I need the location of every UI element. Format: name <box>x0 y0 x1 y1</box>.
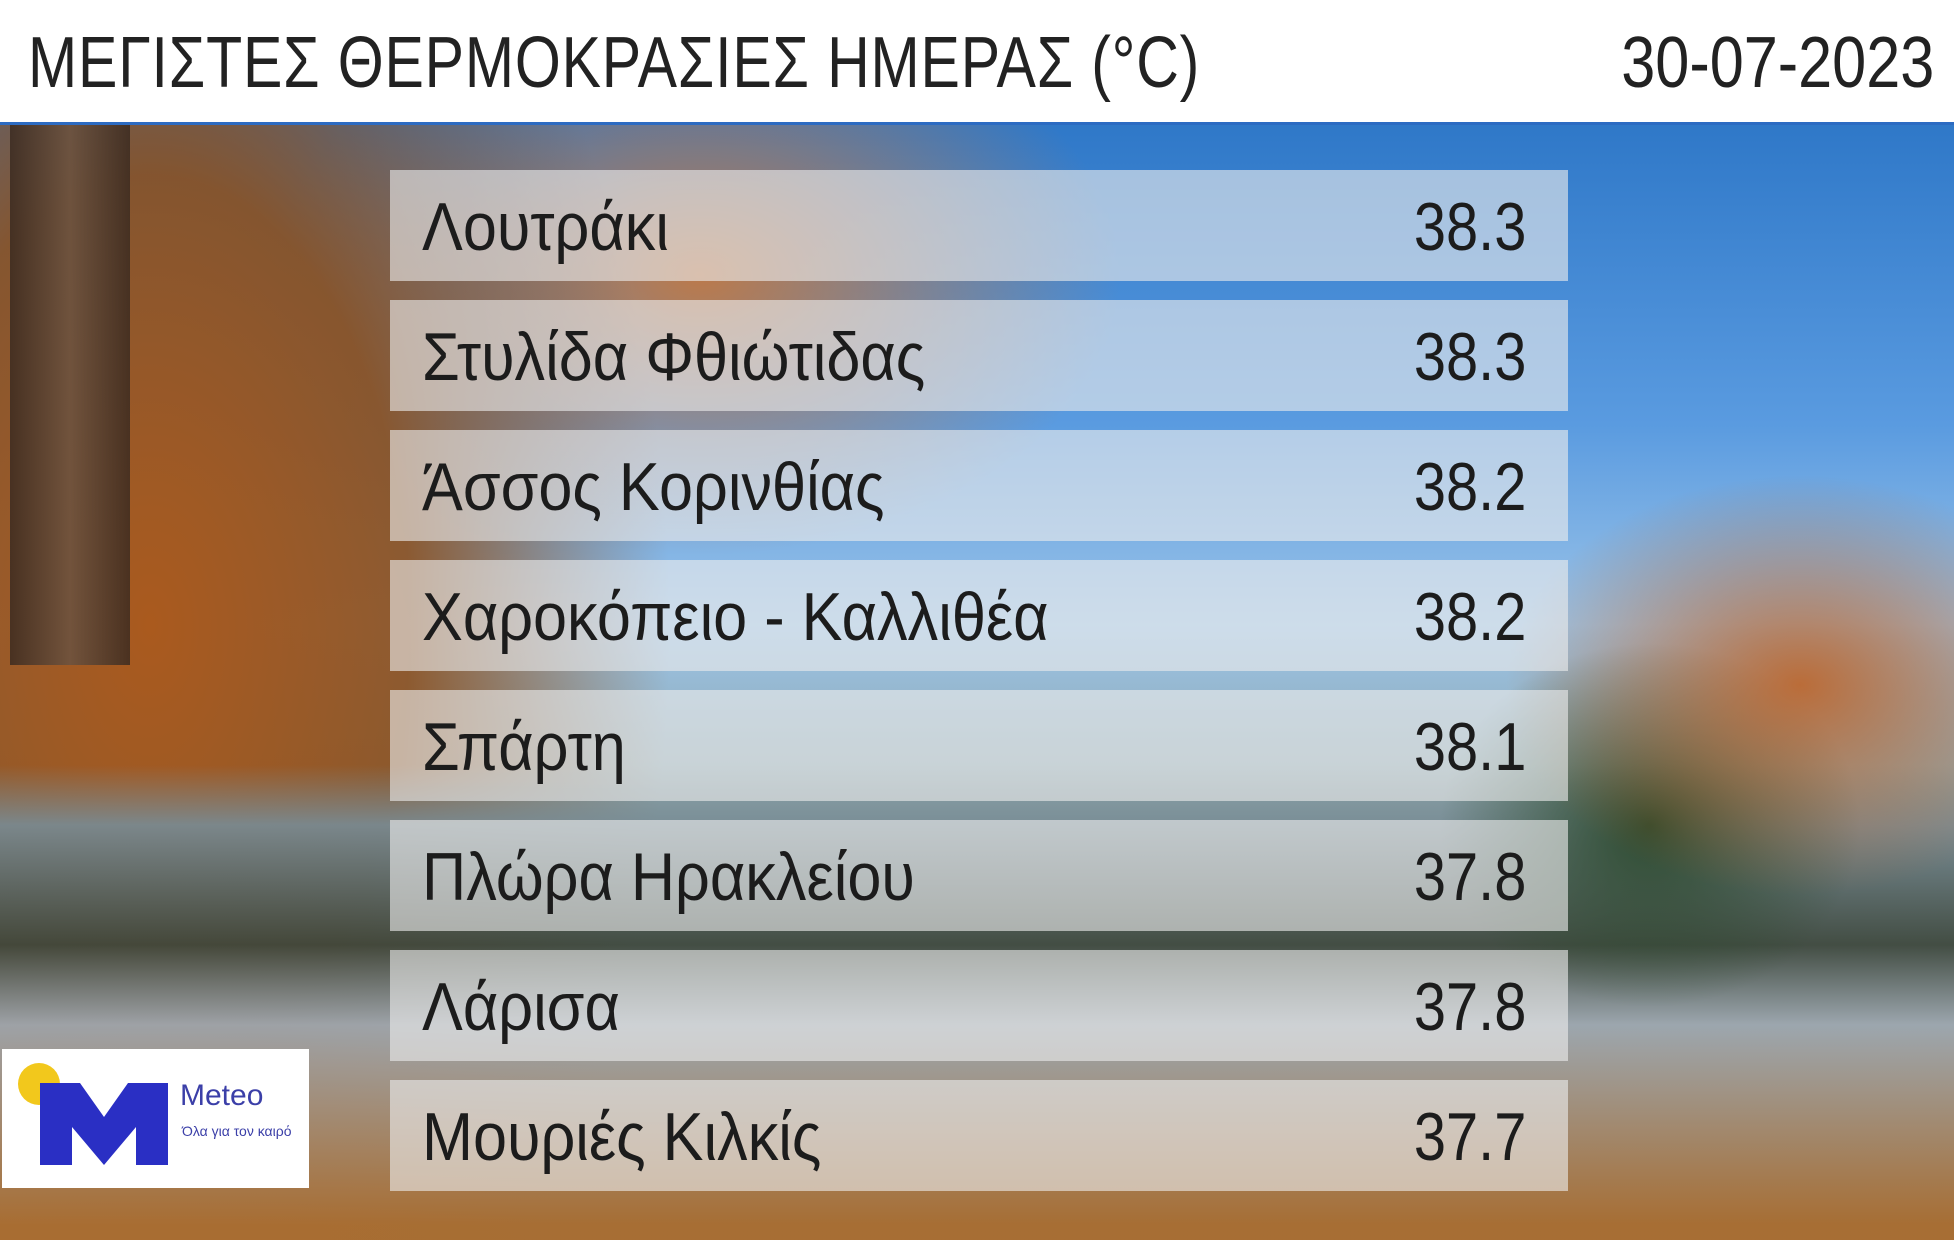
station-name: Σπάρτη <box>422 709 626 785</box>
station-name: Λουτράκι <box>422 189 669 265</box>
station-name: Πλώρα Ηρακλείου <box>422 839 915 915</box>
logo-tagline: Όλα για τον καιρό <box>182 1123 292 1139</box>
temperature-value: 37.7 <box>1413 1099 1526 1175</box>
tree-trunk <box>10 125 130 665</box>
logo-brand: Meteo <box>180 1079 264 1112</box>
header-bar: ΜΕΓΙΣΤΕΣ ΘΕΡΜΟΚΡΑΣΙΕΣ ΗΜΕΡΑΣ (°C) 30-07-… <box>0 0 1954 125</box>
station-name: Άσσος Κορινθίας <box>422 449 885 525</box>
temperature-value: 38.2 <box>1413 579 1526 655</box>
temperature-value: 38.3 <box>1413 319 1526 395</box>
temperature-row: Σπάρτη 38.1 <box>390 690 1568 801</box>
station-name: Στυλίδα Φθιώτιδας <box>422 319 926 395</box>
station-name: Λάρισα <box>422 969 620 1045</box>
m-logo-icon <box>40 1083 168 1165</box>
temperature-row: Πλώρα Ηρακλείου 37.8 <box>390 820 1568 931</box>
temperature-value: 37.8 <box>1413 969 1526 1045</box>
station-name: Χαροκόπειο - Καλλιθέα <box>422 579 1049 655</box>
temperature-row: Στυλίδα Φθιώτιδας 38.3 <box>390 300 1568 411</box>
temperature-value: 38.1 <box>1413 709 1526 785</box>
temperature-value: 38.2 <box>1413 449 1526 525</box>
station-name: Μουριές Κιλκίς <box>422 1099 822 1175</box>
temperature-row: Άσσος Κορινθίας 38.2 <box>390 430 1568 541</box>
temperature-row: Λουτράκι 38.3 <box>390 170 1568 281</box>
temperature-value: 38.3 <box>1413 189 1526 265</box>
date-label: 30-07-2023 <box>1620 23 1934 103</box>
meteo-logo: Meteo Όλα για τον καιρό <box>2 1049 309 1188</box>
temperature-value: 37.8 <box>1413 839 1526 915</box>
page-title: ΜΕΓΙΣΤΕΣ ΘΕΡΜΟΚΡΑΣΙΕΣ ΗΜΕΡΑΣ (°C) <box>28 23 1201 103</box>
temperature-row: Λάρισα 37.8 <box>390 950 1568 1061</box>
temperature-row: Μουριές Κιλκίς 37.7 <box>390 1080 1568 1191</box>
temperature-row: Χαροκόπειο - Καλλιθέα 38.2 <box>390 560 1568 671</box>
